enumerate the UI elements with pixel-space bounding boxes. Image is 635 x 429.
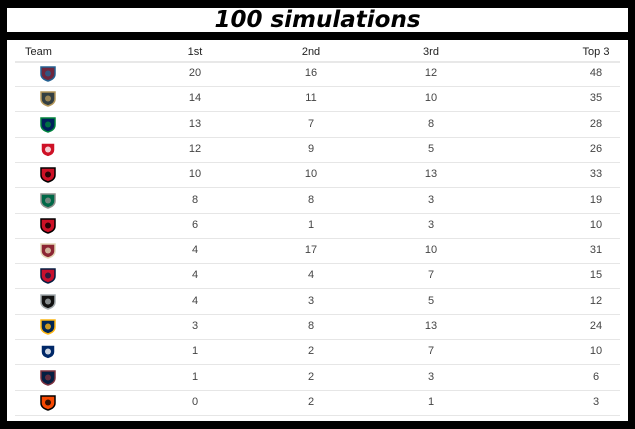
top3-count: 12	[589, 294, 603, 307]
third-place-count: 10	[424, 244, 438, 257]
page-title: 100 simulations	[7, 8, 628, 33]
second-place-count: 2	[307, 395, 315, 408]
table-row: 1 2 7 10	[15, 339, 620, 366]
top3-count: 48	[589, 67, 603, 79]
dallas-stars-logo-icon	[39, 192, 57, 209]
table-row: 12 9 5 26	[15, 137, 620, 163]
top3-count: 31	[589, 244, 603, 257]
second-place-count: 3	[307, 294, 315, 307]
third-place-count: 1	[427, 395, 435, 408]
table-row: 4 3 5 12	[15, 289, 620, 315]
top3-count: 19	[589, 193, 603, 206]
first-place-count: 1	[191, 370, 199, 383]
table-row: 3 8 13 24	[15, 314, 620, 340]
second-place-count: 17	[304, 244, 318, 257]
top3-count: 24	[589, 320, 603, 332]
table-row: 0 2 1 3	[15, 390, 620, 416]
header-2nd: 2nd	[301, 46, 321, 58]
third-place-count: 13	[424, 168, 438, 181]
top3-count: 33	[589, 168, 603, 181]
top3-count: 35	[589, 92, 603, 105]
florida-panthers-logo-icon	[39, 267, 57, 285]
standings-table: Team 1st 2nd 3rd Top 3 20 16 12 48 14 11 10 35 1…	[7, 40, 628, 421]
carolina-hurricanes-logo-icon	[39, 217, 57, 234]
table-row: 1 2 3 6	[15, 365, 620, 391]
first-place-count: 4	[191, 269, 199, 282]
table-row: 6 1 3 10	[15, 213, 620, 239]
first-place-count: 6	[191, 218, 199, 231]
first-place-count: 0	[191, 395, 199, 408]
third-place-count: 12	[424, 67, 438, 79]
table-row: 13 7 8 28	[15, 112, 620, 138]
first-place-count: 4	[191, 244, 199, 257]
top3-count: 26	[589, 142, 603, 155]
second-place-count: 9	[307, 142, 315, 155]
header-1st: 1st	[187, 46, 203, 58]
arizona-coyotes-logo-icon	[39, 242, 57, 259]
top3-count: 10	[589, 345, 603, 358]
table-row: 4 17 10 31	[15, 238, 620, 265]
first-place-count: 8	[191, 193, 199, 206]
second-place-count: 7	[307, 117, 315, 130]
detroit-red-wings-logo-icon	[39, 141, 57, 158]
third-place-count: 7	[427, 269, 435, 282]
buffalo-sabres-logo-icon	[39, 318, 57, 335]
table-row: 8 8 3 19	[15, 188, 620, 214]
top3-count: 6	[592, 370, 600, 383]
third-place-count: 7	[427, 345, 435, 358]
first-place-count: 10	[188, 168, 202, 181]
first-place-count: 1	[191, 345, 199, 358]
vegas-golden-knights-logo-icon	[39, 90, 57, 108]
second-place-count: 1	[307, 218, 315, 231]
first-place-count: 20	[188, 67, 202, 79]
table-row: 10 10 13 33	[15, 162, 620, 189]
third-place-count: 5	[427, 142, 435, 155]
table-row: 20 16 12 48	[15, 61, 620, 87]
second-place-count: 2	[307, 370, 315, 383]
second-place-count: 4	[307, 269, 315, 282]
third-place-count: 8	[427, 117, 435, 130]
third-place-count: 3	[427, 370, 435, 383]
second-place-count: 2	[307, 345, 315, 358]
first-place-count: 14	[188, 92, 202, 105]
third-place-count: 10	[424, 92, 438, 105]
second-place-count: 10	[304, 168, 318, 181]
header-team: Team	[25, 46, 52, 58]
second-place-count: 8	[307, 320, 315, 332]
first-place-count: 3	[191, 320, 199, 332]
third-place-count: 3	[427, 193, 435, 206]
first-place-count: 4	[191, 294, 199, 307]
table-row: 14 11 10 35	[15, 86, 620, 113]
philadelphia-flyers-logo-icon	[39, 394, 57, 411]
second-place-count: 16	[304, 67, 318, 79]
header-3rd: 3rd	[423, 46, 439, 58]
second-place-count: 11	[305, 92, 317, 105]
third-place-count: 13	[424, 320, 438, 332]
third-place-count: 3	[427, 218, 435, 231]
winnipeg-jets-logo-icon	[39, 369, 57, 386]
top3-count: 28	[589, 117, 603, 130]
table-header: Team 1st 2nd 3rd Top 3	[15, 42, 620, 63]
third-place-count: 5	[427, 294, 435, 307]
first-place-count: 12	[188, 142, 202, 155]
header-top3: Top 3	[582, 46, 610, 58]
vancouver-canucks-logo-icon	[39, 116, 57, 133]
los-angeles-kings-logo-icon	[39, 293, 57, 310]
top3-count: 3	[592, 395, 600, 408]
top3-count: 10	[589, 218, 603, 231]
table-row: 4 4 7 15	[15, 263, 620, 290]
first-place-count: 13	[188, 117, 202, 130]
second-place-count: 8	[307, 193, 315, 206]
new-jersey-devils-logo-icon	[39, 166, 57, 183]
top3-count: 15	[589, 269, 603, 282]
colorado-avalanche-logo-icon	[39, 65, 57, 82]
tampa-bay-lightning-logo-icon	[39, 343, 57, 361]
